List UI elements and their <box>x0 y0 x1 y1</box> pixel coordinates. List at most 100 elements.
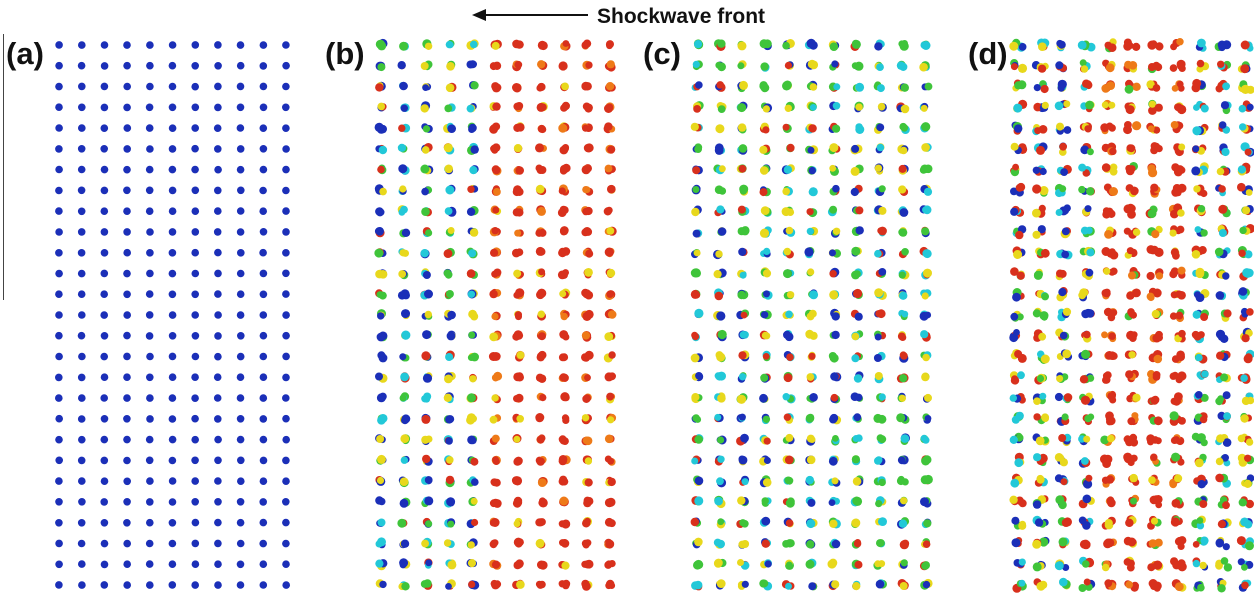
atom <box>1059 577 1068 587</box>
atom <box>829 413 839 423</box>
atom <box>604 247 614 257</box>
atom <box>1132 228 1141 236</box>
atom <box>1078 435 1086 443</box>
atom <box>1197 331 1205 339</box>
atom <box>762 415 771 423</box>
atom <box>100 435 109 444</box>
atom <box>214 82 222 91</box>
atom <box>854 393 863 402</box>
atom <box>538 498 548 508</box>
atom <box>515 166 524 175</box>
atom <box>100 311 108 319</box>
atom <box>808 582 817 591</box>
atom <box>785 433 794 442</box>
atom <box>1123 435 1132 444</box>
atom <box>1242 206 1251 215</box>
atom <box>737 496 746 505</box>
atom <box>1220 557 1229 565</box>
atom <box>581 41 590 49</box>
atom <box>1152 61 1161 70</box>
atom <box>690 353 700 363</box>
atom <box>584 309 594 319</box>
atom <box>1236 536 1246 546</box>
atom <box>714 143 724 153</box>
atom <box>737 41 747 51</box>
atom <box>1062 564 1070 571</box>
atom <box>1058 269 1067 278</box>
atom <box>512 187 522 197</box>
atom <box>828 456 838 466</box>
atom <box>78 498 86 506</box>
atom <box>783 269 792 279</box>
atom <box>536 247 544 256</box>
atom <box>55 249 63 257</box>
atom <box>1223 563 1233 572</box>
atom <box>400 289 410 299</box>
atom <box>123 331 131 340</box>
atom <box>467 393 476 403</box>
atom <box>516 123 525 132</box>
atom <box>259 311 268 319</box>
atom <box>759 145 768 154</box>
atom <box>78 394 86 402</box>
atom <box>809 393 818 402</box>
atom <box>923 164 933 174</box>
atom <box>214 311 222 319</box>
atom <box>1174 474 1183 483</box>
atom <box>445 290 454 298</box>
panel-d-label: (d) <box>968 36 1008 71</box>
atom <box>491 41 500 50</box>
atom <box>490 518 500 527</box>
atom <box>123 248 131 257</box>
atom <box>447 520 455 528</box>
atom <box>513 435 521 443</box>
atom <box>236 207 245 215</box>
atom <box>809 83 818 91</box>
atom <box>830 393 839 402</box>
atom <box>852 435 860 442</box>
atom <box>695 372 703 380</box>
atom <box>1172 396 1181 406</box>
atom <box>145 290 154 298</box>
atom <box>1054 561 1064 571</box>
atom <box>1036 475 1045 484</box>
atom <box>168 498 177 506</box>
atom <box>558 456 567 466</box>
atom <box>1132 82 1141 92</box>
atom <box>1170 209 1179 219</box>
atom <box>445 583 452 590</box>
atom <box>282 290 290 298</box>
atom <box>259 373 268 382</box>
atom <box>443 249 453 258</box>
atom <box>1109 187 1118 196</box>
atom <box>55 581 63 589</box>
atom <box>191 62 199 70</box>
atom <box>1108 124 1116 132</box>
atom <box>1081 457 1089 465</box>
atom <box>374 248 384 258</box>
atom <box>562 163 571 173</box>
atom <box>1192 126 1202 136</box>
atom <box>1222 543 1230 551</box>
atom <box>855 206 864 215</box>
atom <box>1038 64 1047 73</box>
atom <box>191 373 199 382</box>
atom <box>562 40 570 47</box>
atom <box>1035 436 1045 446</box>
atom <box>1237 434 1246 443</box>
atom <box>785 498 795 508</box>
atom <box>100 332 109 340</box>
atom <box>1222 438 1232 447</box>
atom <box>560 312 568 321</box>
atom <box>214 518 222 527</box>
atom <box>55 290 63 299</box>
atom <box>168 103 177 112</box>
atom <box>491 560 501 569</box>
atom <box>1126 42 1134 50</box>
atom <box>1192 78 1202 88</box>
atom <box>55 435 63 444</box>
atom <box>784 61 793 70</box>
atom <box>1018 43 1027 51</box>
atom <box>55 331 63 340</box>
atom <box>716 81 724 89</box>
